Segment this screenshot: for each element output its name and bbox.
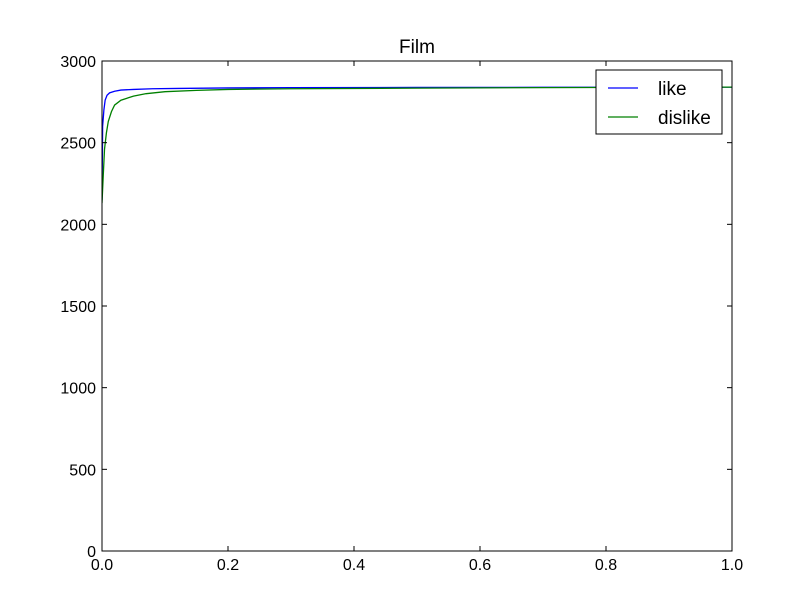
axes: 0.0 0.2 0.4 0.6 0.8 1.0 0 500 1000 1500 2000 2500 30…: [60, 54, 743, 574]
y-tick-label: 1000: [60, 381, 96, 398]
y-tick-label: 2000: [60, 217, 96, 234]
series-line-like: [102, 86, 732, 200]
plot-area: [102, 86, 732, 204]
x-tick-label: 0.2: [217, 557, 239, 574]
x-tick-label: 1.0: [721, 557, 743, 574]
chart-title: Film: [399, 37, 435, 58]
legend-label-like: like: [658, 79, 687, 100]
y-tick-label: 3000: [60, 54, 96, 71]
series-line-dislike: [102, 86, 732, 204]
legend-box: [595, 69, 723, 135]
y-tick-label: 2500: [60, 136, 96, 153]
x-tick-label: 0.8: [595, 557, 617, 574]
x-tick-label: 0.4: [343, 557, 365, 574]
y-tick-label: 500: [69, 462, 96, 479]
legend: like dislike: [595, 69, 723, 135]
legend-label-dislike: dislike: [658, 108, 711, 129]
y-tick-label: 1500: [60, 299, 96, 316]
x-tick-label: 0.6: [469, 557, 491, 574]
x-tick-label: 0.0: [91, 557, 113, 574]
y-tick-label: 0: [87, 544, 96, 561]
